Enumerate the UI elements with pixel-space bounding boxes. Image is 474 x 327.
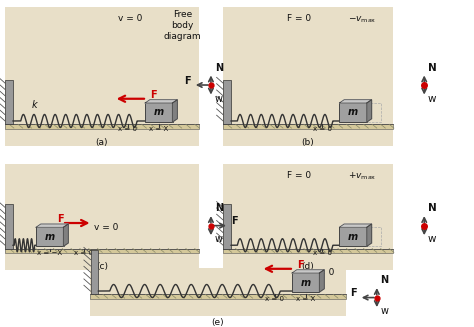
Bar [91,250,98,294]
Polygon shape [173,100,177,122]
Text: x = 0: x = 0 [265,296,284,302]
Text: k: k [31,100,37,110]
Text: F: F [231,216,238,226]
Text: x = 0: x = 0 [74,250,93,256]
Bar [36,227,64,246]
Text: v = 0: v = 0 [118,14,143,23]
Text: (b): (b) [302,138,314,146]
Text: m: m [154,108,164,117]
Text: m: m [348,232,358,242]
Bar [339,227,367,246]
Text: F: F [184,76,191,86]
Polygon shape [36,224,68,227]
Polygon shape [367,100,372,122]
Text: w: w [428,94,437,104]
Text: x = X: x = X [149,126,168,132]
Bar [223,124,393,129]
Text: (e): (e) [212,318,224,327]
Text: F: F [150,90,157,100]
Bar [5,249,199,253]
Text: x = X: x = X [296,296,315,302]
Bar [223,7,393,146]
Polygon shape [292,270,324,273]
Bar [90,294,346,299]
Text: N: N [428,63,437,73]
Polygon shape [145,100,177,103]
Bar [145,103,173,122]
Text: (a): (a) [96,138,108,146]
Text: (c): (c) [96,262,108,271]
Text: F = 0: F = 0 [287,171,311,180]
Text: (d): (d) [302,262,314,271]
Polygon shape [339,100,372,103]
Bar [223,249,393,253]
Bar [223,164,393,270]
Text: w: w [381,306,389,316]
Text: N: N [381,275,389,285]
Text: N: N [428,203,437,213]
Text: v = 0: v = 0 [94,223,118,232]
Text: N: N [215,203,223,213]
Text: m: m [348,108,358,117]
Bar [353,227,381,246]
Bar [5,124,199,129]
Text: N: N [215,63,223,73]
Text: m: m [301,278,311,287]
Text: m: m [45,232,55,242]
Polygon shape [367,224,372,246]
Bar [339,103,367,122]
Text: Free
body
diagram: Free body diagram [164,10,201,41]
Bar [223,80,231,124]
Text: F: F [350,288,357,298]
Bar [353,103,381,122]
Bar [5,164,199,270]
Bar [5,80,13,124]
Bar [223,204,231,249]
Text: x = 0: x = 0 [313,250,332,256]
Text: F = 0: F = 0 [287,14,311,23]
Polygon shape [319,270,324,292]
Text: x = 0: x = 0 [313,126,332,132]
Polygon shape [64,224,68,246]
Bar [90,268,346,316]
Text: x = −X: x = −X [37,250,63,256]
Bar [292,273,319,292]
Text: F: F [297,260,304,270]
Bar [5,7,199,146]
Text: x = 0: x = 0 [118,126,137,132]
Text: $-v_\mathrm{max}$: $-v_\mathrm{max}$ [348,14,377,25]
Text: w: w [428,234,437,244]
Text: w: w [215,234,223,244]
Text: $+v_\mathrm{max}$: $+v_\mathrm{max}$ [348,170,377,182]
Bar [5,204,13,249]
Text: w: w [215,94,223,104]
Text: v = 0: v = 0 [310,268,335,277]
Polygon shape [339,224,372,227]
Text: F: F [57,215,64,224]
